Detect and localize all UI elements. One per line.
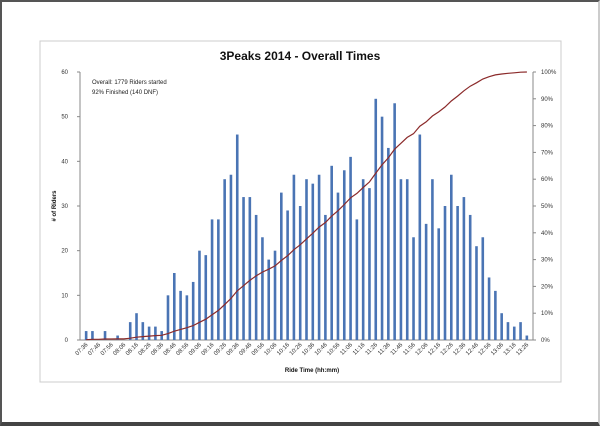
bar bbox=[355, 219, 359, 340]
y2-tick-label: 70% bbox=[541, 150, 554, 156]
bar bbox=[298, 206, 302, 340]
bar bbox=[210, 219, 214, 340]
bar bbox=[512, 326, 516, 340]
bar bbox=[84, 331, 88, 340]
bar bbox=[462, 197, 466, 340]
bar bbox=[172, 273, 176, 340]
bar bbox=[468, 214, 472, 340]
bar bbox=[166, 295, 170, 340]
bar bbox=[475, 246, 478, 340]
bar bbox=[405, 179, 409, 340]
bar bbox=[179, 290, 182, 340]
y-tick-label: 20 bbox=[61, 249, 68, 255]
bar bbox=[128, 322, 132, 340]
bar bbox=[198, 250, 201, 340]
bar bbox=[217, 219, 220, 340]
y2-tick-label: 0% bbox=[541, 338, 550, 344]
bar bbox=[424, 223, 428, 340]
bar bbox=[450, 174, 453, 340]
bar bbox=[317, 174, 321, 340]
y2-tick-label: 20% bbox=[541, 284, 554, 290]
y-tick-label: 40 bbox=[61, 159, 68, 165]
y2-tick-label: 30% bbox=[541, 258, 554, 264]
bar bbox=[494, 290, 497, 340]
bar bbox=[154, 326, 157, 340]
y-tick-label: 0 bbox=[65, 338, 69, 344]
bar bbox=[487, 277, 491, 340]
bar bbox=[286, 210, 289, 340]
y2-tick-label: 80% bbox=[541, 124, 554, 130]
bar bbox=[305, 179, 308, 340]
bar bbox=[191, 281, 195, 340]
bar bbox=[254, 214, 258, 340]
bar bbox=[248, 197, 252, 340]
bar bbox=[481, 237, 485, 340]
y2-tick-label: 60% bbox=[541, 177, 554, 183]
bar bbox=[204, 255, 208, 340]
y-tick-label: 10 bbox=[61, 293, 68, 299]
bar bbox=[116, 335, 119, 340]
cumulative-line bbox=[86, 71, 527, 341]
bar bbox=[506, 322, 510, 340]
bar bbox=[261, 237, 264, 340]
bar bbox=[519, 322, 522, 340]
bar bbox=[443, 206, 447, 340]
bar bbox=[437, 228, 441, 340]
bar bbox=[374, 98, 378, 340]
bar bbox=[185, 295, 189, 340]
bar bbox=[292, 174, 296, 340]
bar bbox=[267, 259, 271, 340]
chart-title: 3Peaks 2014 - Overall Times bbox=[220, 49, 381, 63]
bar bbox=[393, 103, 396, 341]
y2-tick-label: 10% bbox=[541, 311, 554, 317]
y-tick-label: 30 bbox=[61, 204, 68, 210]
y-axis-label: # of Riders bbox=[52, 190, 58, 222]
bar bbox=[280, 192, 283, 340]
annotation-started: Overall: 1779 Riders started bbox=[92, 80, 167, 86]
bar bbox=[135, 313, 138, 340]
bar bbox=[141, 322, 145, 340]
bar bbox=[330, 165, 333, 340]
bar bbox=[103, 331, 107, 340]
y2-tick-label: 90% bbox=[541, 97, 554, 103]
bar bbox=[349, 156, 352, 340]
bar bbox=[342, 170, 346, 340]
bar bbox=[380, 116, 384, 341]
bar bbox=[361, 179, 365, 340]
bar bbox=[399, 179, 403, 340]
bar bbox=[336, 192, 340, 340]
y2-tick-label: 40% bbox=[541, 231, 554, 237]
y2-tick-label: 50% bbox=[541, 204, 554, 210]
bar bbox=[500, 313, 503, 340]
bar bbox=[368, 188, 371, 340]
bar bbox=[324, 214, 327, 340]
bar bbox=[418, 134, 422, 340]
bar bbox=[235, 134, 239, 340]
bar bbox=[242, 197, 245, 340]
bar bbox=[223, 179, 226, 340]
bar bbox=[412, 237, 415, 340]
bar bbox=[229, 174, 233, 340]
bar bbox=[387, 147, 390, 340]
y2-tick-label: 100% bbox=[541, 70, 557, 76]
bar bbox=[456, 206, 459, 340]
bar bbox=[311, 183, 315, 340]
annotation-finished: 92% Finished (140 DNF) bbox=[92, 90, 158, 96]
y-tick-label: 60 bbox=[61, 70, 68, 76]
bar bbox=[431, 179, 434, 340]
y-tick-label: 50 bbox=[61, 115, 68, 121]
bar bbox=[91, 331, 94, 340]
bar bbox=[273, 250, 277, 340]
bar bbox=[525, 335, 529, 340]
x-axis-label: Ride Time (hh:mm) bbox=[285, 368, 339, 374]
bar bbox=[147, 326, 151, 340]
